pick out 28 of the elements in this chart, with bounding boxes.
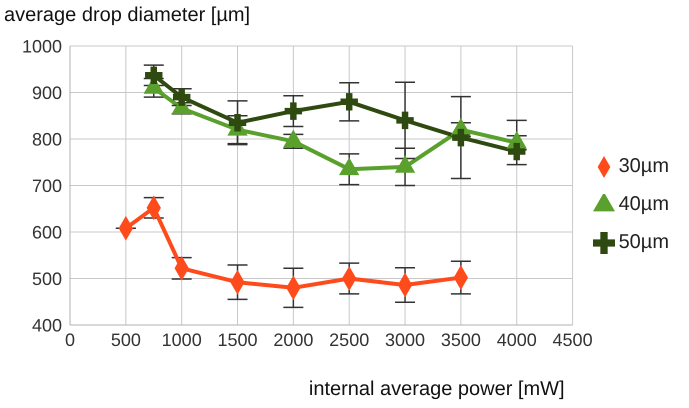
x-tick-label: 4000 — [496, 330, 537, 350]
y-tick-label: 700 — [32, 176, 62, 196]
y-tick-label: 900 — [32, 82, 62, 103]
point — [452, 128, 470, 146]
x-tick-label: 0 — [64, 330, 76, 350]
y-axis-title: average drop diameter [µm] — [4, 4, 250, 27]
point — [508, 142, 526, 160]
y-tick-label: 400 — [32, 315, 62, 336]
x-tick-label: 2000 — [273, 330, 314, 350]
point — [284, 102, 302, 120]
point — [228, 114, 246, 132]
x-tick-label: 2500 — [329, 330, 370, 350]
x-tick-label: 4500 — [552, 330, 593, 350]
x-tick-label: 500 — [110, 330, 141, 350]
x-tick-label: 1500 — [217, 330, 258, 350]
point — [396, 112, 414, 130]
y-tick-label: 600 — [32, 222, 62, 242]
legend-label: 50µm — [618, 231, 669, 253]
legend-label: 40µm — [618, 193, 669, 215]
x-tick-label: 1000 — [162, 330, 202, 350]
x-axis-title: internal average power [mW] — [308, 378, 565, 400]
x-tick-label: 3000 — [385, 330, 426, 350]
x-tick-label: 3500 — [440, 330, 481, 350]
y-tick-label: 1000 — [22, 36, 62, 56]
y-tick-label: 800 — [32, 129, 62, 150]
y-tick-label: 500 — [32, 268, 62, 289]
legend-label: 30µm — [618, 155, 669, 177]
point — [340, 93, 358, 111]
